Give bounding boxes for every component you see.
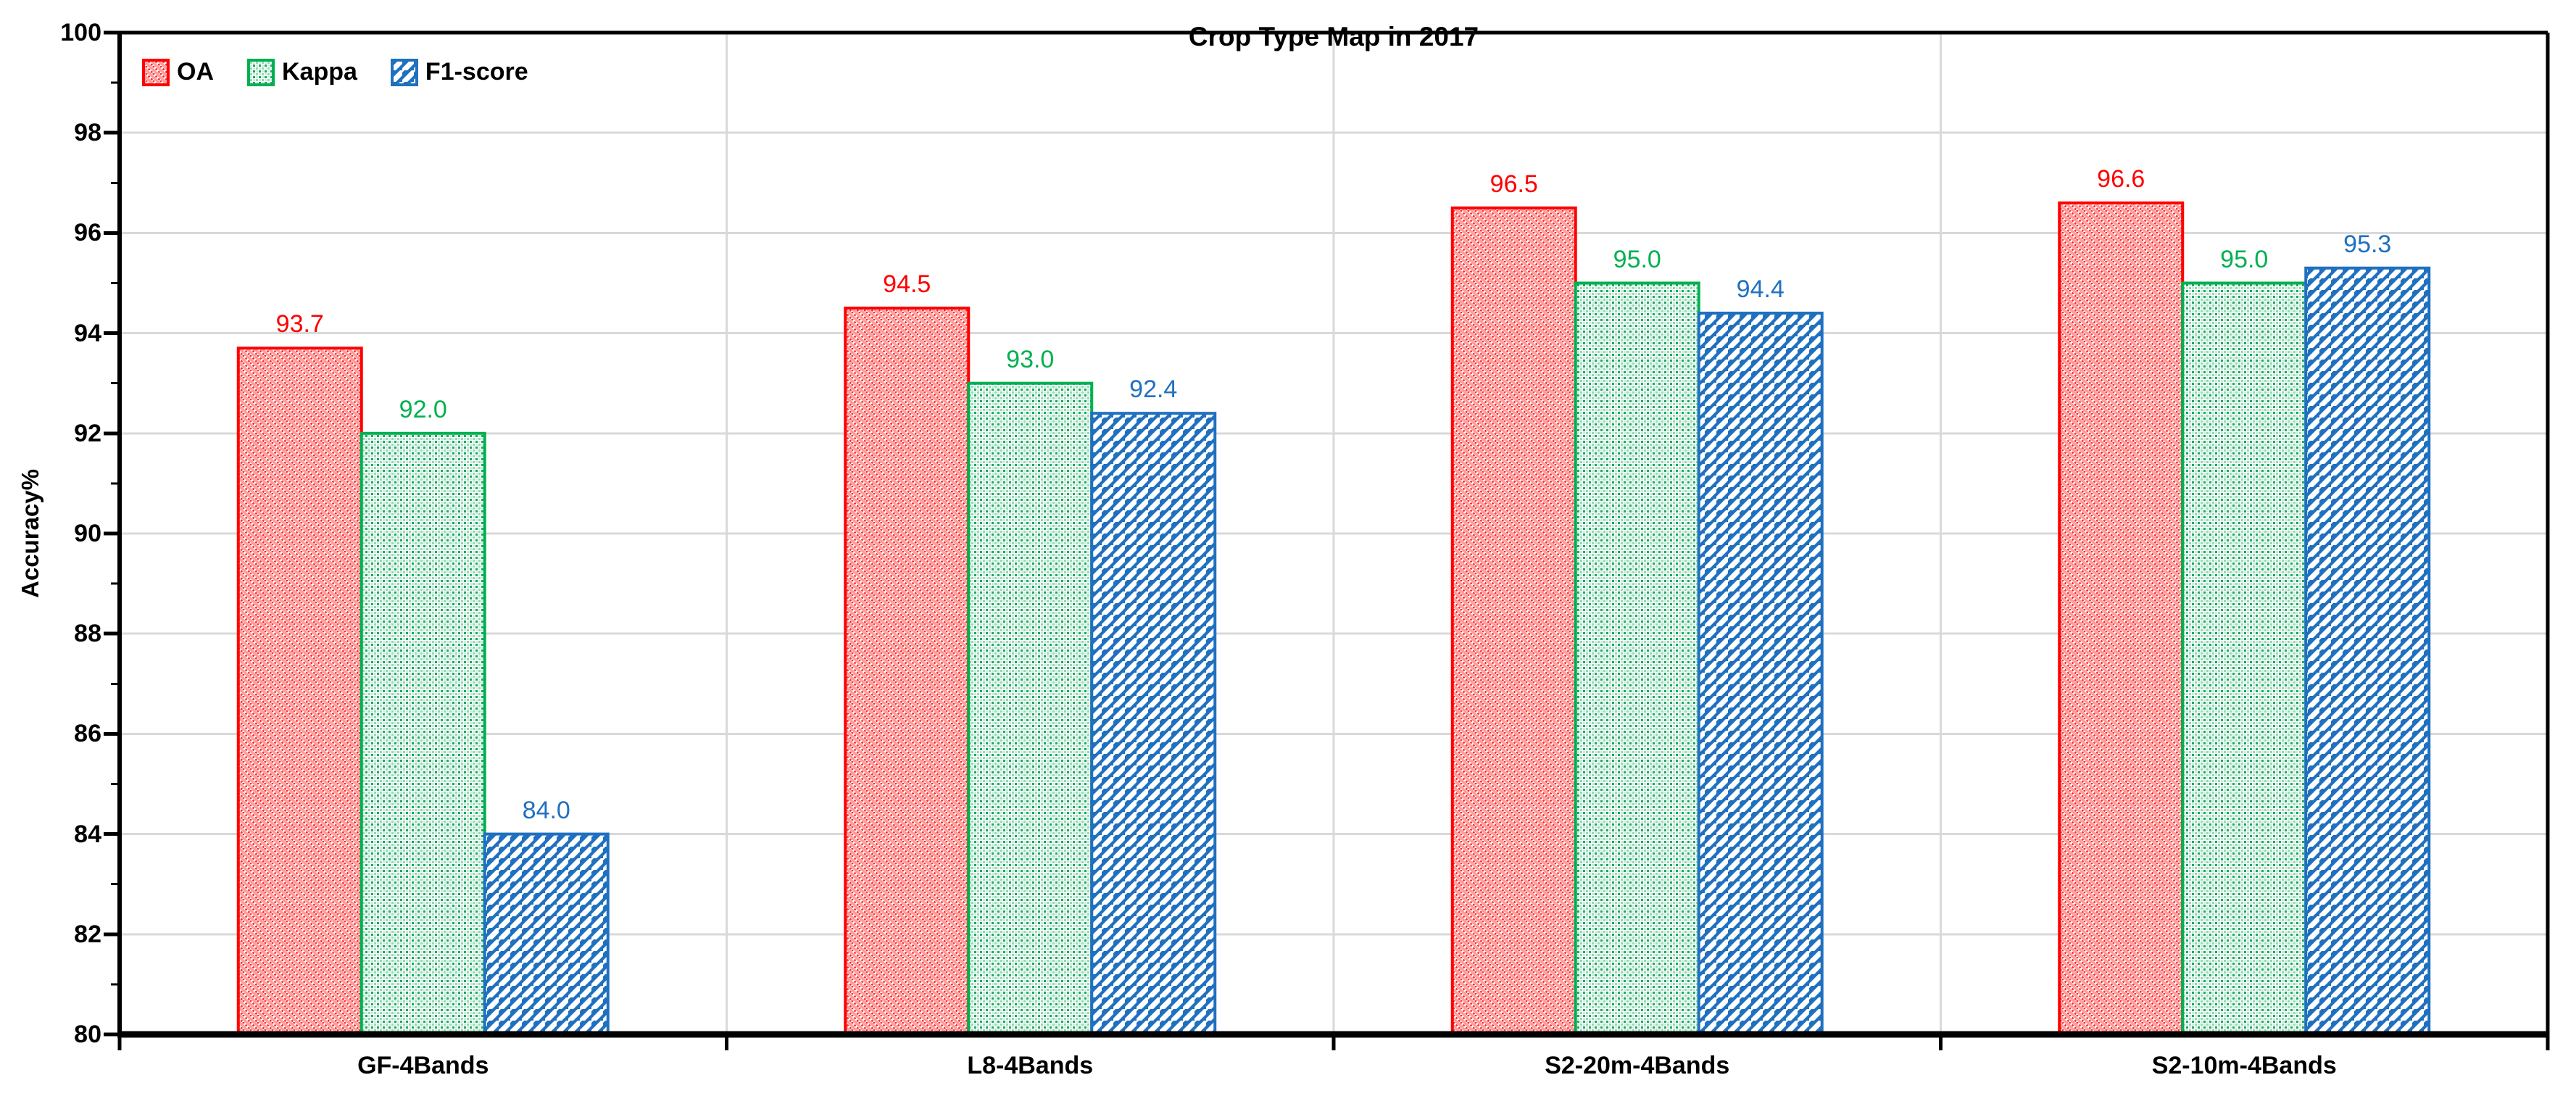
bar-value-kappa-l8-4bands: 93.0	[1006, 345, 1055, 373]
bar-value-f1-score-l8-4bands: 92.4	[1129, 375, 1178, 404]
bar-value-f1-score-s2-10m-4bands: 95.3	[2343, 230, 2392, 258]
bar-value-kappa-gf-4bands: 92.0	[399, 395, 447, 423]
bar-kappa-gf-4bands	[360, 431, 486, 1036]
bar-f1-score-s2-20m-4bands	[1697, 311, 1824, 1036]
bar-f1-score-l8-4bands	[1090, 412, 1217, 1036]
y-tick-label-86: 86	[74, 720, 101, 748]
x-category-label-l8-4bands: L8-4Bands	[967, 1052, 1094, 1079]
legend-label-kappa: Kappa	[282, 58, 357, 86]
x-category-label-s2-10m-4bands: S2-10m-4Bands	[2151, 1052, 2337, 1079]
bar-kappa-l8-4bands	[967, 381, 1094, 1036]
y-tick-label-82: 82	[74, 920, 101, 948]
bar-value-oa-s2-10m-4bands: 96.6	[2097, 165, 2145, 193]
bar-f1-score-s2-10m-4bands	[2304, 266, 2431, 1036]
legend-label-f1: F1-score	[425, 58, 528, 86]
kappa-swatch-icon	[247, 58, 275, 86]
bar-oa-s2-20m-4bands	[1450, 206, 1577, 1037]
y-tick-label-92: 92	[74, 419, 101, 447]
y-tick-label-94: 94	[74, 319, 101, 347]
bar-f1-score-gf-4bands	[483, 832, 610, 1036]
y-tick-label-100: 100	[60, 19, 101, 46]
x-category-label-gf-4bands: GF-4Bands	[357, 1052, 489, 1079]
legend-label-oa: OA	[177, 58, 214, 86]
bars	[236, 201, 2431, 1037]
bar-oa-l8-4bands	[844, 307, 971, 1036]
bar-kappa-s2-10m-4bands	[2181, 281, 2308, 1036]
y-tick-label-80: 80	[74, 1021, 101, 1048]
f1-swatch-icon	[390, 58, 418, 86]
legend-item-kappa: Kappa	[247, 58, 357, 86]
bar-value-kappa-s2-10m-4bands: 95.0	[2220, 245, 2269, 273]
chart-title: Crop Type Map in 2017	[1188, 22, 1479, 51]
bar-value-oa-s2-20m-4bands: 96.5	[1489, 170, 1538, 198]
bar-value-f1-score-gf-4bands: 84.0	[522, 796, 570, 824]
legend: OA Kappa F1-score	[142, 58, 528, 86]
bar-value-f1-score-s2-20m-4bands: 94.4	[1736, 275, 1784, 303]
bar-value-kappa-s2-20m-4bands: 95.0	[1613, 245, 1661, 273]
x-category-label-s2-20m-4bands: S2-20m-4Bands	[1545, 1052, 1730, 1079]
y-tick-label-88: 88	[74, 620, 101, 648]
y-tick-label-90: 90	[74, 520, 101, 547]
oa-swatch-icon	[142, 58, 170, 86]
y-tick-label-84: 84	[74, 820, 101, 848]
bar-value-oa-gf-4bands: 93.7	[275, 310, 324, 339]
bar-kappa-s2-20m-4bands	[1574, 281, 1700, 1036]
bar-value-oa-l8-4bands: 94.5	[883, 270, 931, 299]
legend-item-oa: OA	[142, 58, 214, 86]
legend-item-f1: F1-score	[390, 58, 528, 86]
bar-oa-gf-4bands	[236, 346, 363, 1036]
bar-oa-s2-10m-4bands	[2058, 201, 2185, 1037]
y-tick-label-96: 96	[74, 219, 101, 247]
axes	[104, 30, 2550, 1050]
y-tick-label-98: 98	[74, 119, 101, 147]
